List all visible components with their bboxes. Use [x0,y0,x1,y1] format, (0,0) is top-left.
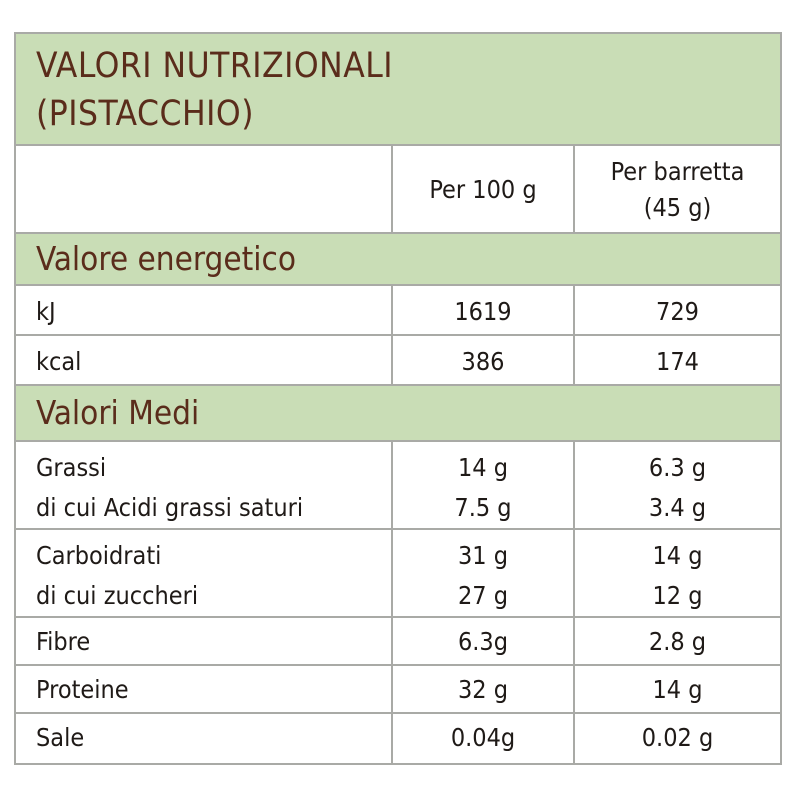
value-per-100g: 32 g [457,675,509,704]
value-per-100g: 6.3g [457,627,509,656]
value-per-bar: 14 g [652,675,703,704]
sugars-per-100g: 27 g [457,581,509,610]
header-per-bar-label: Per barretta (45 g) [575,154,780,226]
nutrition-table: VALORI NUTRIZIONALI (PISTACCHIO) Per 100… [14,32,782,765]
value-per-bar: 174 [656,347,699,376]
section-averages: Valori Medi [16,384,780,440]
table-row-salt: Sale 0.04g 0.02 g [16,712,780,763]
value-per-bar: 0.02 g [641,723,714,752]
sugars-label: di cui zuccheri [36,581,199,610]
title-line-1: VALORI NUTRIZIONALI [36,46,394,86]
row-label: Proteine [36,675,129,704]
value-per-100g: 31 g 27 g [393,536,573,616]
row-label: Sale [36,723,85,752]
saturated-fats-label: di cui Acidi grassi saturi [36,493,304,522]
sugars-per-bar: 12 g [652,581,703,610]
row-label: kcal [36,347,82,376]
table-row-kcal: kcal 386 174 [16,334,780,384]
value-per-bar: 14 g 12 g [575,536,780,616]
table-row-kj: kJ 1619 729 [16,284,780,334]
table-row-carbs: Carboidrati di cui zuccheri 31 g 27 g 14… [16,528,780,616]
value-per-100g: 0.04g [450,723,516,752]
fats-per-bar: 6.3 g [648,453,707,482]
table-row-protein: Proteine 32 g 14 g [16,664,780,712]
column-header-row: Per 100 g Per barretta (45 g) [16,144,780,234]
row-label: Fibre [36,627,91,656]
value-per-100g: 1619 [454,297,512,326]
carbs-label: Carboidrati [36,541,162,570]
fats-label: Grassi [36,453,107,482]
section-energy-label: Valore energetico [36,239,296,278]
value-per-bar: 6.3 g 3.4 g [575,448,780,528]
title-line-2: (PISTACCHIO) [36,94,254,134]
saturated-per-bar: 3.4 g [648,493,707,522]
row-label: Grassi di cui Acidi grassi saturi [36,448,303,528]
value-per-100g: 14 g 7.5 g [393,448,573,528]
table-row-fats: Grassi di cui Acidi grassi saturi 14 g 7… [16,440,780,528]
carbs-per-100g: 31 g [457,541,509,570]
section-energy: Valore energetico [16,232,780,284]
row-label: Carboidrati di cui zuccheri [36,536,198,616]
row-label: kJ [36,297,56,326]
saturated-per-100g: 7.5 g [454,493,512,522]
header-per-100g: Per 100 g [391,146,573,234]
value-per-100g: 386 [461,347,505,376]
section-averages-label: Valori Medi [36,393,200,432]
fats-per-100g: 14 g [457,453,509,482]
header-per-bar: Per barretta (45 g) [573,146,780,234]
table-title: VALORI NUTRIZIONALI (PISTACCHIO) [16,34,780,144]
header-per-100g-label: Per 100 g [429,175,537,204]
carbs-per-bar: 14 g [652,541,703,570]
header-per-bar-line-2: (45 g) [643,193,712,222]
table-row-fibre: Fibre 6.3g 2.8 g [16,616,780,664]
header-per-bar-line-1: Per barretta [610,157,745,186]
value-per-bar: 729 [656,297,699,326]
value-per-bar: 2.8 g [648,627,707,656]
header-empty-cell [16,146,391,234]
